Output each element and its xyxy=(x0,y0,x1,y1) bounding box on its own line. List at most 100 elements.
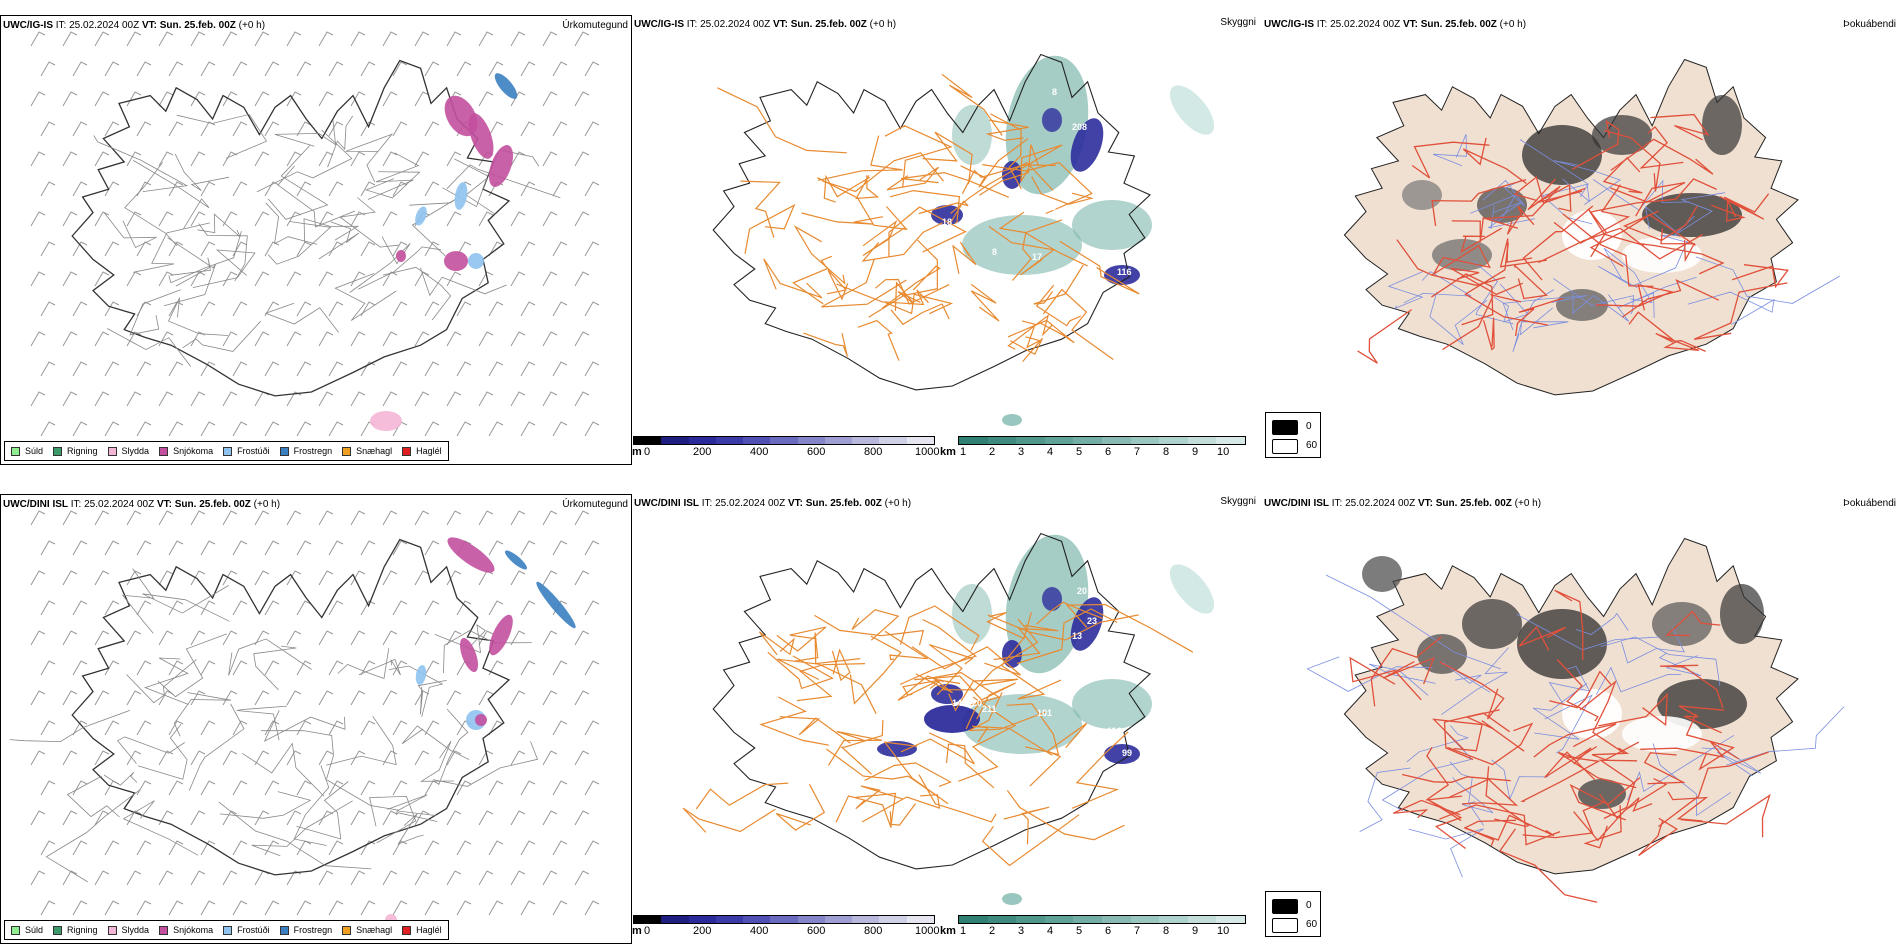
road-line xyxy=(1622,279,1720,318)
wind-barb xyxy=(168,840,184,856)
visibility-panel-top: 208 33 111 18 17 186 116 8 11 8 UWC/IG-IS IT: 25.… xyxy=(632,15,1262,465)
road-line xyxy=(998,211,1088,267)
wind-barb xyxy=(350,510,366,526)
wind-barb xyxy=(360,840,376,856)
vt-label: VT: Sun. 25.feb. 00Z xyxy=(156,499,251,510)
wind-barb xyxy=(126,331,142,347)
legend-swatch xyxy=(279,925,289,935)
precip-legend-item: Slydda xyxy=(107,925,149,935)
legend-label: Frostúði xyxy=(237,446,270,456)
field-blob xyxy=(1477,187,1527,223)
cloud-base-colorbar-labels: m 0 200 400 600 800 1000 xyxy=(632,446,942,460)
wind-barb xyxy=(158,570,174,586)
wind-barb xyxy=(200,900,216,916)
wind-barb xyxy=(72,840,88,856)
wind-barb xyxy=(552,181,568,197)
wind-barb xyxy=(286,31,302,47)
road-line xyxy=(1660,228,1696,263)
wind-barb xyxy=(200,241,216,257)
wind-barb xyxy=(552,720,568,736)
colorbar-tick: 7 xyxy=(1134,925,1141,937)
legend-swatch xyxy=(402,925,412,935)
colorbar-tick: 400 xyxy=(750,446,769,458)
field-blob xyxy=(1622,716,1702,752)
colorbar-tick: 600 xyxy=(807,446,826,458)
colorbar-segment xyxy=(770,437,798,444)
wind-barb xyxy=(126,750,142,766)
road-line xyxy=(861,222,943,262)
field-blob xyxy=(468,113,494,159)
wind-barb xyxy=(510,750,526,766)
wind-barb xyxy=(488,900,504,916)
road-line xyxy=(173,692,232,737)
wind-barb xyxy=(232,421,248,437)
wind-barb xyxy=(520,780,536,796)
wind-barb xyxy=(318,810,334,826)
wind-barb xyxy=(488,660,504,676)
wind-barb xyxy=(552,840,568,856)
field-blob xyxy=(459,637,479,673)
it-value: 25.02.2024 00Z xyxy=(700,19,771,30)
road-line xyxy=(958,696,1017,782)
wind-barb xyxy=(424,181,440,197)
cloud-base-label: 8 xyxy=(992,247,997,257)
wind-barb xyxy=(200,660,216,676)
it-label: IT: xyxy=(1316,19,1328,30)
road-line xyxy=(1598,793,1653,819)
road-line xyxy=(1021,320,1042,349)
wind-barb xyxy=(456,361,472,377)
road-line xyxy=(1710,199,1746,222)
road-line xyxy=(1020,144,1063,182)
model-name: UWC/DINI ISL xyxy=(3,499,68,510)
wind-barb xyxy=(40,780,56,796)
wind-barb xyxy=(574,91,590,107)
wind-barb xyxy=(136,900,152,916)
road-line xyxy=(228,638,312,676)
wind-barb xyxy=(360,181,376,197)
it-value: 25.02.2024 00Z xyxy=(715,498,786,509)
colorbar-unit: km xyxy=(940,446,956,458)
road-line xyxy=(1652,743,1731,817)
wind-barb xyxy=(350,331,366,347)
wind-barb xyxy=(232,600,248,616)
road-line xyxy=(401,725,470,761)
wind-barb xyxy=(296,660,312,676)
wind-barb xyxy=(158,810,174,826)
wind-barb xyxy=(62,630,78,646)
wind-barb xyxy=(104,301,120,317)
precip-legend-item: Rigning xyxy=(53,925,98,935)
road-line xyxy=(121,568,155,634)
wind-barb xyxy=(328,121,344,137)
wind-barb xyxy=(360,780,376,796)
field-blob xyxy=(444,251,468,271)
colorbar-tick: 200 xyxy=(693,925,712,937)
wind-barb xyxy=(40,540,56,556)
wind-barb xyxy=(94,151,110,167)
wind-barb xyxy=(232,301,248,317)
wind-barb xyxy=(222,271,238,287)
wind-barb xyxy=(488,840,504,856)
wind-barb xyxy=(424,600,440,616)
wind-barb xyxy=(286,690,302,706)
wind-barb xyxy=(328,181,344,197)
wind-barb xyxy=(232,720,248,736)
wind-barb xyxy=(382,630,398,646)
wind-barb xyxy=(520,241,536,257)
wind-barb xyxy=(30,151,46,167)
wind-barb xyxy=(30,211,46,227)
road-line xyxy=(1071,731,1129,809)
offset: (+0 h) xyxy=(1514,498,1542,509)
cloud-base-label: 17 xyxy=(1032,252,1042,262)
wind-barb xyxy=(328,421,344,437)
wind-barb xyxy=(222,391,238,407)
field-blob xyxy=(370,411,402,431)
wind-barb xyxy=(200,61,216,77)
wind-barb xyxy=(30,690,46,706)
wind-barb xyxy=(350,151,366,167)
legend-label: Rigning xyxy=(67,925,98,935)
wind-barb xyxy=(392,121,408,137)
wind-barb xyxy=(350,391,366,407)
wind-barb xyxy=(542,510,558,526)
road-line xyxy=(868,239,939,318)
road-line xyxy=(1427,799,1466,850)
